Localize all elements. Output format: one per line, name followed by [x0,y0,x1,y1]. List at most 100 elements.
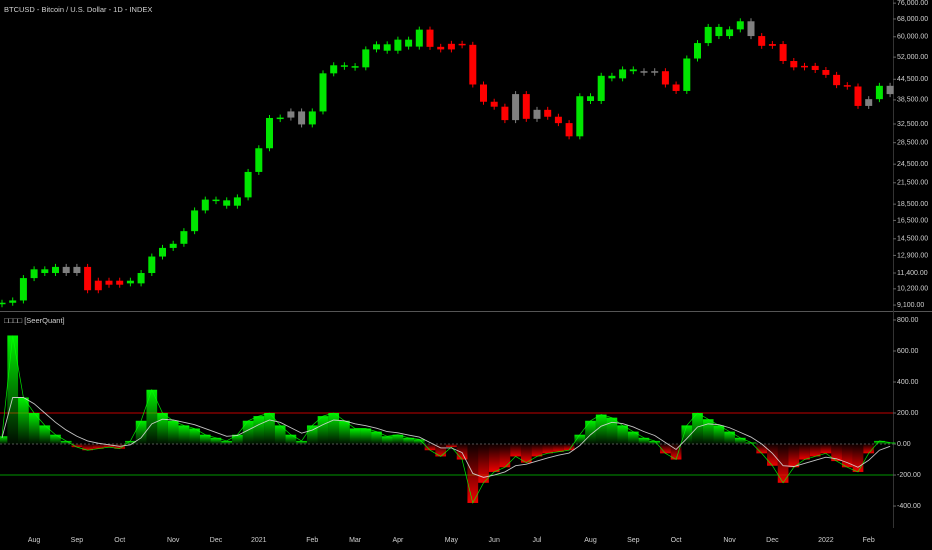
candle [758,36,766,46]
oscillator-bar [253,416,265,445]
oscillator-bar [232,434,243,445]
oscillator-bar [692,413,703,445]
x-tick-label: Mar [349,537,362,544]
candle [512,94,520,121]
chart-title: BTCUSD - Bitcoin / U.S. Dollar - 1D - IN… [4,5,152,14]
candle [62,266,70,274]
oscillator-bar [831,444,842,462]
oscillator-bar [638,437,650,445]
x-tick-label: Dec [210,537,223,544]
candle [640,71,648,73]
oscillator-bar [874,440,885,445]
oscillator-bar [446,444,457,448]
oscillator-bar [18,397,29,445]
oscillator-bar [349,428,361,445]
oscillator-bar [135,420,147,445]
candle [576,96,584,137]
candle [469,44,477,85]
oscillator-bar [60,440,72,445]
oscillator-line [1,335,891,504]
candle [126,280,134,284]
candle [0,302,6,305]
y-tick-label: -200.00 [897,472,921,479]
candle [415,29,423,47]
candle [105,280,113,285]
y-tick-label: 9,100.00 [897,302,924,309]
y-tick-label: 52,000.00 [897,54,928,61]
oscillator-bar [777,444,789,483]
oscillator-bar [595,414,607,445]
oscillator-bar [424,444,436,451]
oscillator-bar [157,413,168,445]
oscillator-bar [242,420,254,445]
candle [330,65,338,74]
oscillator-bar [499,444,511,468]
candle [373,44,380,50]
oscillator-bar [606,417,618,445]
oscillator-bar [585,420,596,445]
x-tick-label: Nov [723,537,736,544]
oscillator-bar [339,420,350,445]
candle [394,39,402,51]
y-tick-label: 600.00 [897,348,919,355]
oscillator-bar [82,444,93,451]
oscillator-bar [756,444,768,454]
y-tick-label: 21,500.00 [897,180,928,187]
candle [726,29,734,37]
oscillator-bar [510,444,521,457]
oscillator-bar [92,444,104,449]
x-tick-label: Sep [627,537,640,544]
candle [875,85,883,100]
candle [437,46,445,50]
candle [116,280,124,285]
y-tick-label: 12,900.00 [897,252,928,259]
candle [822,70,830,75]
candle [587,96,594,102]
candle [447,43,455,50]
y-tick-label: 76,000.00 [897,0,928,7]
y-tick-label: 16,500.00 [897,217,928,224]
oscillator-bar [178,425,190,445]
candle [426,29,434,47]
oscillator-bar [189,428,200,445]
oscillator-bar [296,440,307,445]
oscillator-bar [435,444,447,457]
oscillator-bar [788,444,800,468]
oscillator-bar [125,440,136,445]
oscillator-bar [713,425,725,445]
candle [833,74,841,86]
oscillator-bar [392,434,404,445]
candle [287,111,295,118]
oscillator-bar [50,434,61,445]
oscillator-bar [542,444,554,454]
x-tick-label: Feb [306,537,318,544]
candle [52,266,59,274]
candle [619,69,627,79]
candle [522,94,530,119]
signal-line [1,397,891,478]
oscillator-bar [841,444,853,468]
oscillator-bar [724,431,735,445]
candle [169,243,177,248]
candle [533,109,541,119]
oscillator-bar [863,444,875,454]
candle [811,65,819,71]
oscillator-bar [210,437,222,445]
oscillator-bar [574,434,586,445]
candle [736,21,744,30]
oscillator-bar [413,439,425,445]
oscillator-bar [28,413,40,445]
candle [255,148,263,172]
oscillator-bar [103,444,115,448]
oscillator-bar [809,444,821,457]
oscillator-bar [274,425,286,445]
oscillator-bar [199,434,211,445]
candle [30,269,38,279]
oscillator-bar [146,389,158,445]
candle [19,278,27,301]
candle [672,84,680,91]
oscillator-bar [39,425,51,445]
candle [779,44,787,62]
candle [148,256,156,274]
